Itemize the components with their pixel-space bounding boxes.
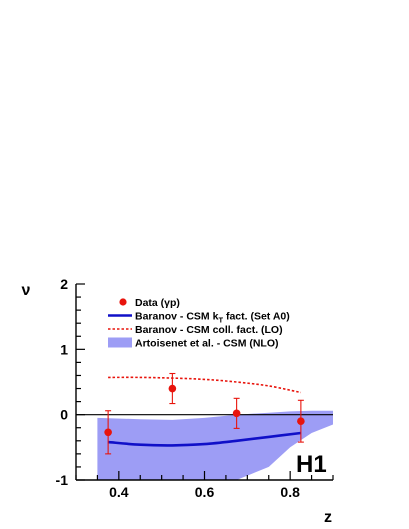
y-tick-label: 0 bbox=[60, 407, 68, 423]
nlo-band-layer bbox=[97, 410, 333, 480]
y-axis-title: ν bbox=[22, 282, 31, 299]
y-tick-label: 2 bbox=[60, 276, 68, 292]
legend-label-kt: Baranov - CSM kT fact. (Set A0) bbox=[135, 311, 290, 325]
x-tick-label: 0.6 bbox=[195, 484, 215, 500]
data-points-layer bbox=[104, 372, 305, 455]
data-marker bbox=[168, 384, 177, 393]
data-point bbox=[232, 397, 241, 429]
x-tick-label: 0.4 bbox=[109, 484, 129, 500]
legend-marker-data bbox=[119, 298, 127, 306]
curves-layer bbox=[108, 376, 302, 447]
data-point bbox=[297, 399, 305, 443]
legend: Data (γp) Baranov - CSM kT fact. (Set A0)… bbox=[108, 297, 290, 350]
legend-marker-nlo bbox=[108, 337, 132, 348]
kt-fact-curve bbox=[108, 431, 302, 447]
coll-fact-lo-curve bbox=[108, 376, 302, 394]
y-tick-label: -1 bbox=[56, 472, 69, 488]
data-marker bbox=[232, 409, 241, 418]
legend-label-nlo: Artoisenet et al. - CSM (NLO) bbox=[135, 338, 279, 350]
legend-label-coll: Baranov - CSM coll. fact. (LO) bbox=[135, 324, 283, 336]
axes-layer: 0.4 0.6 0.8 -1 0 1 2 z ν bbox=[22, 276, 334, 526]
data-marker bbox=[104, 428, 112, 437]
y-tick-label: 1 bbox=[60, 341, 68, 357]
data-marker bbox=[297, 417, 305, 426]
h1-logo: H1 bbox=[296, 451, 327, 478]
data-point bbox=[104, 410, 112, 455]
nlo-band bbox=[97, 410, 333, 480]
data-point bbox=[168, 372, 177, 405]
legend-label-data: Data (γp) bbox=[135, 297, 180, 309]
x-tick-label: 0.8 bbox=[280, 484, 300, 500]
x-axis-title: z bbox=[324, 509, 332, 526]
